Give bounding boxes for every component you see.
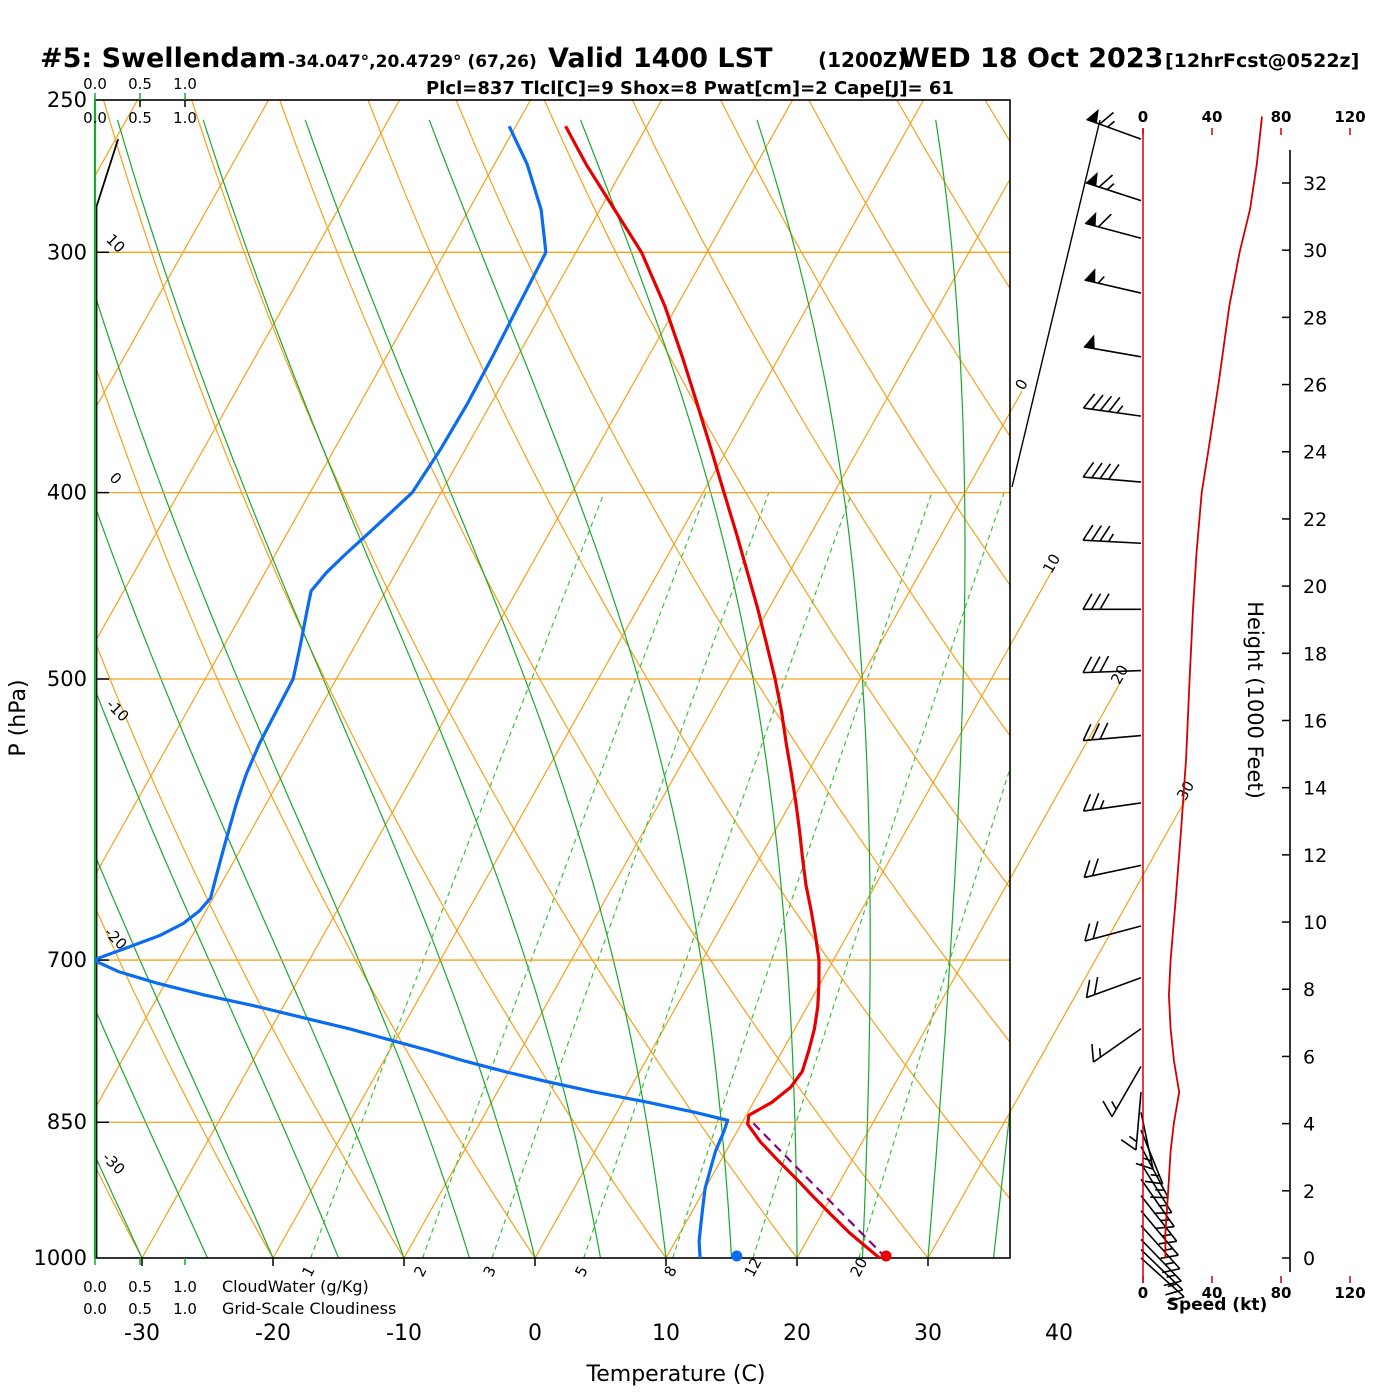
- sounding-curves: [95, 125, 887, 1258]
- surface-dewpoint-dot: [731, 1250, 743, 1262]
- pressure-axis-title: P (hPa): [6, 679, 31, 756]
- svg-text:120: 120: [1334, 1284, 1365, 1302]
- svg-text:10: 10: [1039, 551, 1064, 576]
- svg-text:0: 0: [1138, 1284, 1148, 1302]
- svg-text:30: 30: [1173, 778, 1198, 803]
- temperature-axis-title: Temperature (C): [586, 1362, 766, 1387]
- wind-barbs: [1082, 109, 1185, 1304]
- svg-text:12: 12: [1303, 845, 1327, 867]
- cloudiness-profile-line: [95, 138, 119, 1258]
- height-axis-title: Height (1000 Feet): [1243, 601, 1267, 799]
- svg-text:0: 0: [1138, 108, 1148, 126]
- svg-text:0: 0: [1303, 1248, 1315, 1270]
- svg-text:1.0: 1.0: [173, 75, 197, 93]
- svg-text:30: 30: [914, 1321, 942, 1346]
- svg-text:8: 8: [1303, 979, 1315, 1001]
- svg-text:0.0: 0.0: [83, 75, 107, 93]
- title-coordinates: -34.047°,20.4729° (67,26): [288, 52, 537, 72]
- svg-text:0.5: 0.5: [128, 75, 152, 93]
- svg-text:8: 8: [660, 1263, 680, 1280]
- svg-text:40: 40: [1202, 1284, 1223, 1302]
- svg-text:80: 80: [1271, 1284, 1292, 1302]
- cloudiness-scale-label: Grid-Scale Cloudiness: [222, 1299, 396, 1318]
- svg-text:1000: 1000: [34, 1246, 87, 1270]
- svg-text:14: 14: [1303, 778, 1327, 800]
- temperature-curve: [564, 125, 881, 1258]
- svg-text:-10: -10: [386, 1321, 422, 1346]
- title-station: #5: Swellendam: [40, 43, 286, 74]
- svg-text:4: 4: [1303, 1114, 1315, 1136]
- svg-text:10: 10: [1303, 912, 1327, 934]
- svg-text:10: 10: [652, 1321, 680, 1346]
- speed-axis-title: Speed (kt): [1167, 1295, 1268, 1315]
- svg-text:26: 26: [1303, 375, 1327, 397]
- svg-text:20: 20: [783, 1321, 811, 1346]
- svg-text:0.5: 0.5: [128, 109, 152, 127]
- svg-text:1.0: 1.0: [173, 1300, 197, 1318]
- svg-text:2: 2: [410, 1263, 430, 1280]
- svg-text:16: 16: [1303, 710, 1327, 732]
- title-valid-date: WED 18 Oct 2023: [900, 43, 1163, 74]
- svg-text:1.0: 1.0: [173, 1278, 197, 1296]
- svg-text:20: 20: [1107, 662, 1132, 687]
- cloud-profiles: [93, 100, 119, 1258]
- svg-text:5: 5: [571, 1263, 591, 1280]
- svg-text:2: 2: [1303, 1181, 1315, 1203]
- svg-text:40: 40: [1202, 108, 1223, 126]
- speed-profile-line: [1164, 116, 1263, 1258]
- title-forecast-info: [12hrFcst@0522z]: [1165, 50, 1359, 72]
- surface-temp-dot: [880, 1250, 892, 1262]
- svg-text:6: 6: [1303, 1046, 1315, 1068]
- svg-text:1.0: 1.0: [173, 109, 197, 127]
- svg-text:0: 0: [528, 1321, 542, 1346]
- svg-text:0: 0: [106, 469, 125, 488]
- svg-text:-30: -30: [124, 1321, 160, 1346]
- svg-text:30: 30: [1303, 240, 1327, 262]
- svg-text:850: 850: [47, 1110, 87, 1134]
- svg-text:40: 40: [1045, 1321, 1073, 1346]
- svg-text:28: 28: [1303, 307, 1327, 329]
- surface-dots: [731, 1250, 892, 1262]
- svg-text:3: 3: [480, 1263, 500, 1280]
- svg-text:18: 18: [1303, 643, 1327, 665]
- indices-line: Plcl=837 Tlcl[C]=9 Shox=8 Pwat[cm]=2 Cap…: [426, 78, 954, 99]
- svg-text:-20: -20: [255, 1321, 291, 1346]
- svg-text:0.5: 0.5: [128, 1278, 152, 1296]
- title-valid-zulu: (1200Z): [818, 48, 906, 72]
- svg-text:0.0: 0.0: [83, 1278, 107, 1296]
- svg-text:22: 22: [1303, 509, 1327, 531]
- title-valid-time: Valid 1400 LST: [548, 43, 773, 74]
- svg-text:0.0: 0.0: [83, 1300, 107, 1318]
- svg-text:300: 300: [47, 240, 87, 264]
- svg-text:400: 400: [47, 481, 87, 505]
- svg-text:24: 24: [1303, 442, 1327, 464]
- parcel-path-line: [747, 1117, 887, 1258]
- svg-text:80: 80: [1271, 108, 1292, 126]
- skewt-background-grid: [95, 100, 1010, 1258]
- svg-text:20: 20: [1303, 576, 1327, 598]
- svg-text:0.5: 0.5: [128, 1300, 152, 1318]
- svg-text:700: 700: [47, 948, 87, 972]
- dewpoint-curve: [95, 125, 730, 1258]
- svg-text:120: 120: [1334, 108, 1365, 126]
- svg-text:32: 32: [1303, 173, 1327, 195]
- svg-text:500: 500: [47, 667, 87, 691]
- svg-text:0.0: 0.0: [83, 109, 107, 127]
- cloudwater-scale-label: CloudWater (g/Kg): [222, 1277, 369, 1296]
- svg-text:250: 250: [47, 88, 87, 112]
- svg-text:0: 0: [1011, 376, 1031, 393]
